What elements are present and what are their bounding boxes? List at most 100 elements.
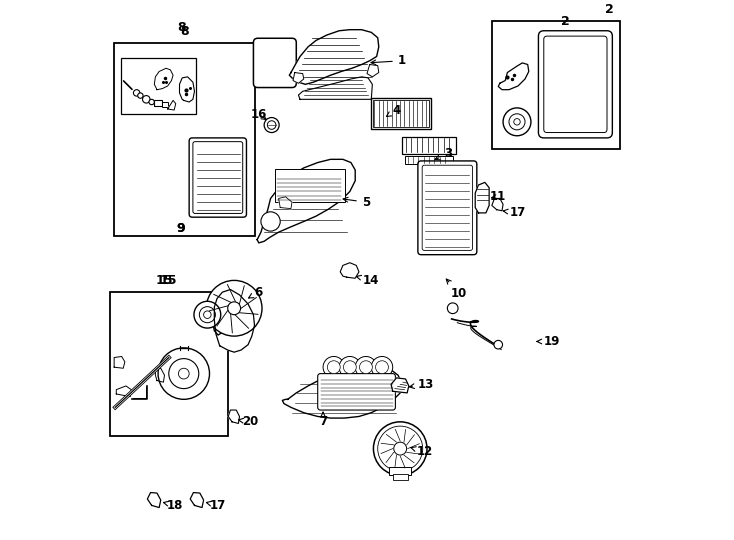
Polygon shape [391, 378, 409, 393]
Circle shape [494, 340, 503, 349]
Bar [402, 137, 456, 154]
FancyBboxPatch shape [418, 161, 477, 255]
Circle shape [339, 356, 360, 378]
Text: 13: 13 [410, 378, 434, 391]
Text: 1: 1 [371, 54, 406, 68]
Text: 15: 15 [156, 274, 173, 287]
Circle shape [355, 356, 377, 378]
Text: 17: 17 [206, 499, 226, 512]
Circle shape [447, 303, 458, 314]
Text: 20: 20 [239, 415, 258, 428]
FancyBboxPatch shape [422, 165, 473, 251]
Polygon shape [341, 263, 359, 278]
Text: 3: 3 [435, 147, 452, 160]
Text: 9: 9 [177, 222, 186, 235]
Circle shape [344, 361, 356, 374]
Text: 15: 15 [160, 274, 178, 287]
Circle shape [194, 301, 221, 328]
Circle shape [376, 361, 388, 374]
Text: 2: 2 [606, 3, 614, 16]
Polygon shape [228, 410, 239, 423]
Polygon shape [289, 30, 379, 84]
Text: 2: 2 [561, 15, 570, 28]
Bar [154, 100, 162, 106]
Polygon shape [154, 68, 173, 90]
Bar [110, 292, 228, 436]
Circle shape [142, 96, 150, 103]
FancyBboxPatch shape [253, 38, 297, 87]
Polygon shape [148, 492, 161, 508]
Circle shape [149, 99, 154, 105]
Circle shape [178, 368, 189, 379]
Circle shape [393, 442, 407, 455]
Circle shape [371, 356, 393, 378]
Polygon shape [116, 386, 131, 397]
Circle shape [267, 121, 276, 129]
Polygon shape [257, 159, 355, 243]
Bar [275, 169, 344, 202]
Text: 12: 12 [411, 446, 433, 458]
Circle shape [503, 108, 531, 136]
Polygon shape [190, 492, 203, 508]
Circle shape [169, 359, 199, 389]
FancyBboxPatch shape [539, 31, 612, 138]
Bar [115, 43, 255, 236]
Text: 8: 8 [180, 25, 189, 38]
Text: 10: 10 [446, 279, 468, 300]
FancyBboxPatch shape [193, 141, 243, 213]
Text: 7: 7 [319, 412, 327, 428]
Circle shape [378, 426, 423, 471]
Circle shape [206, 280, 262, 336]
FancyBboxPatch shape [189, 138, 247, 217]
Polygon shape [213, 286, 252, 335]
Text: 5: 5 [343, 195, 370, 208]
Bar [390, 467, 411, 475]
Circle shape [509, 114, 525, 130]
Circle shape [138, 93, 143, 98]
Text: 18: 18 [164, 499, 184, 512]
Bar [374, 100, 429, 127]
Text: 14: 14 [357, 274, 379, 287]
FancyBboxPatch shape [544, 36, 607, 132]
Polygon shape [279, 197, 292, 208]
Polygon shape [475, 183, 489, 213]
Polygon shape [180, 77, 195, 102]
Text: 9: 9 [177, 222, 186, 235]
Circle shape [228, 302, 241, 315]
Polygon shape [293, 72, 304, 83]
Bar [393, 474, 407, 480]
Polygon shape [367, 64, 379, 77]
Text: 19: 19 [537, 335, 560, 348]
Polygon shape [156, 368, 164, 382]
Circle shape [264, 118, 279, 132]
Text: 8: 8 [177, 21, 186, 33]
Bar [371, 98, 432, 129]
Text: 11: 11 [490, 190, 506, 204]
Text: 4: 4 [386, 104, 401, 117]
Polygon shape [299, 77, 372, 99]
Circle shape [514, 119, 520, 125]
Text: 16: 16 [250, 108, 267, 121]
Bar [120, 58, 195, 114]
Polygon shape [115, 356, 125, 368]
Circle shape [134, 90, 140, 96]
Circle shape [158, 348, 209, 399]
Text: 6: 6 [249, 286, 263, 299]
Polygon shape [492, 198, 503, 211]
Polygon shape [214, 289, 255, 352]
Circle shape [323, 356, 344, 378]
Circle shape [200, 307, 215, 323]
Circle shape [374, 422, 427, 475]
FancyBboxPatch shape [318, 374, 396, 410]
Polygon shape [283, 366, 401, 418]
Circle shape [203, 311, 211, 319]
Bar [405, 156, 454, 164]
Bar [162, 102, 167, 107]
Polygon shape [167, 100, 175, 110]
Bar [492, 21, 620, 148]
Circle shape [261, 212, 280, 231]
Circle shape [327, 361, 341, 374]
Circle shape [360, 361, 372, 374]
Text: 17: 17 [504, 206, 526, 219]
Polygon shape [498, 63, 528, 90]
